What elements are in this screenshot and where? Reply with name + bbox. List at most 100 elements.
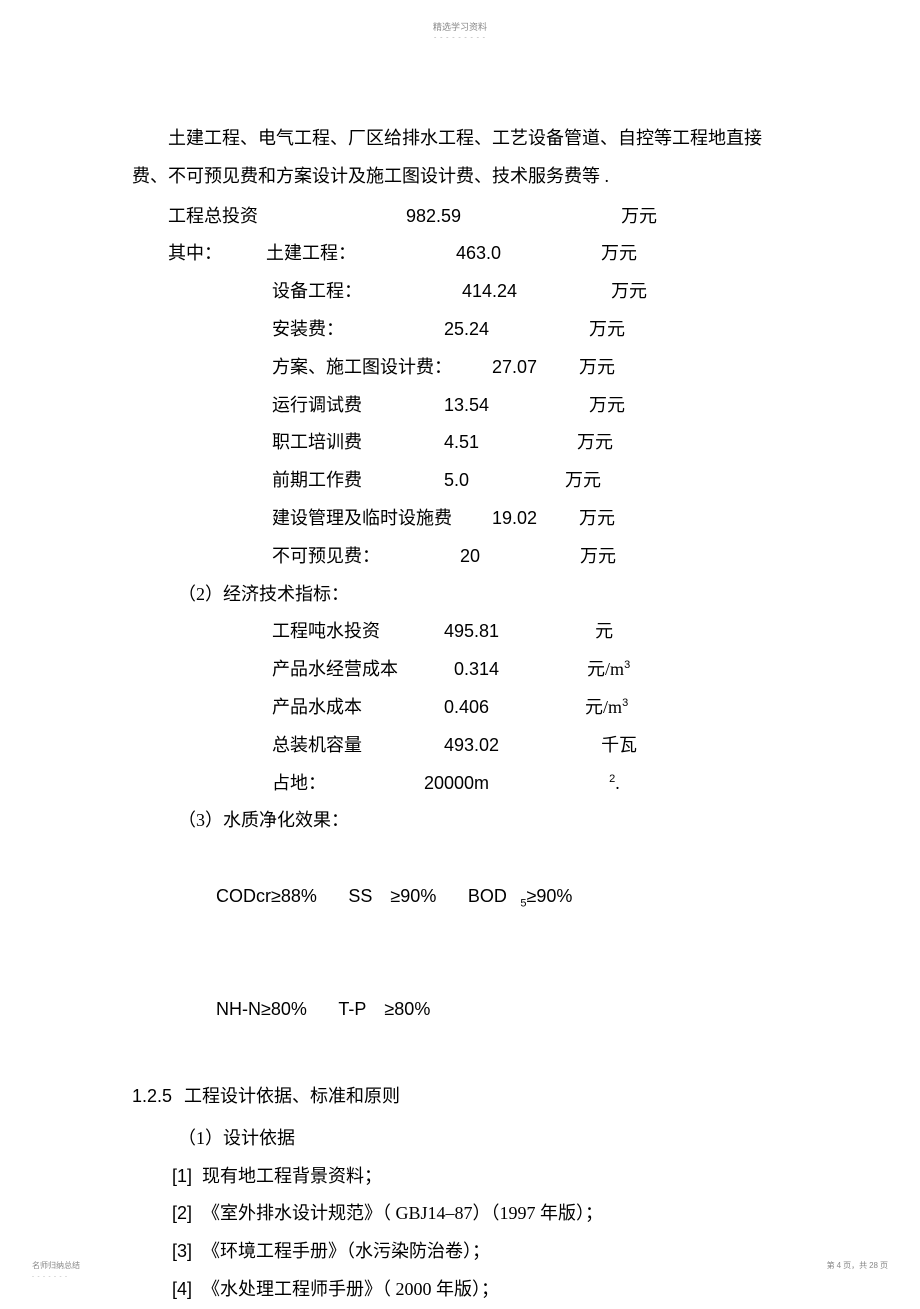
ref-text: 《水处理工程师手册》（ 2000 年版）； (202, 1279, 499, 1299)
item-label: 运行调试费 (272, 387, 362, 425)
reference-item: [3] 《环境工程手册》（水污染防治卷）； (132, 1233, 788, 1271)
cost-item-row: 前期工作费 5.0 万元 (132, 462, 788, 500)
item-label: 工程吨水投资 (272, 613, 380, 651)
item-unit: 2. (489, 765, 620, 803)
reference-item: [4] 《水处理工程师手册》（ 2000 年版）； (132, 1271, 788, 1309)
econ-item-row: 产品水成本 0.406 元/m3 (132, 689, 788, 727)
item-label: 产品水经营成本 (272, 651, 398, 689)
ref-number: [4] (172, 1279, 192, 1299)
item-value: 0.406 (362, 689, 489, 727)
item-unit: 万元 (479, 424, 613, 462)
metric-name: CODcr (216, 886, 271, 906)
cost-item-row: 方案、施工图设计费： 27.07 万元 (132, 349, 788, 387)
econ-item-row: 占地： 20000m 2. (132, 765, 788, 803)
item-unit: 万元 (489, 387, 625, 425)
econ-item-row: 工程吨水投资 495.81 元 (132, 613, 788, 651)
section-2-title: （2）经济技术指标： (132, 576, 788, 614)
footer-suffix: 页 (878, 1261, 888, 1270)
item-unit: 万元 (501, 235, 637, 273)
item-label: 产品水成本 (272, 689, 362, 727)
cost-item-row: 安装费： 25.24 万元 (132, 311, 788, 349)
item-value: 25.24 (344, 311, 489, 349)
footer-prefix: 第 (827, 1261, 837, 1270)
intro-paragraph: 土建工程、电气工程、厂区给排水工程、工艺设备管道、自控等工程地直接费、不可预见费… (132, 120, 788, 196)
footer-left: 名师归纳总结 (32, 1260, 80, 1271)
item-label: 总装机容量 (272, 727, 362, 765)
item-unit: 千瓦 (499, 727, 637, 765)
unit-text: 元/m (585, 697, 622, 717)
metric-name: BOD (468, 886, 507, 906)
item-unit: 万元 (517, 273, 647, 311)
item-unit: 万元 (489, 311, 625, 349)
item-label: 设备工程： (272, 273, 362, 311)
item-label: 不可预见费： (272, 538, 380, 576)
metric-value: ≥88% (271, 886, 317, 906)
footer-mid: 页，共 (841, 1261, 869, 1270)
qizhong-label: 其中： (168, 235, 222, 273)
ref-number: [1] (172, 1166, 192, 1186)
metric-name: T-P (338, 999, 366, 1019)
item-value: 13.54 (362, 387, 489, 425)
item-label: 占地： (272, 765, 326, 803)
item-label: 前期工作费 (272, 462, 362, 500)
item-value: 27.07 (452, 349, 537, 387)
quality-line-1: CODcr≥88% SS ≥90% BOD 5≥90% (132, 840, 788, 953)
metric-value: ≥80% (261, 999, 307, 1019)
footer-page-number: 第 4 页，共 28 页 (827, 1260, 888, 1271)
item-unit: 万元 (537, 349, 615, 387)
reference-item: [1] 现有地工程背景资料； (132, 1158, 788, 1196)
item-value: 19.02 (452, 500, 537, 538)
item-unit: 万元 (469, 462, 601, 500)
section-1-2-5: 1.2.5 工程设计依据、标准和原则 (132, 1073, 788, 1120)
metric-name: SS (348, 886, 372, 906)
item-value: 5.0 (362, 462, 469, 500)
item-value: 495.81 (380, 613, 499, 651)
item-label: 方案、施工图设计费： (272, 349, 452, 387)
item-value: 4.51 (362, 424, 479, 462)
total-investment-row: 工程总投资 982.59 万元 (132, 198, 788, 236)
econ-item-row: 总装机容量 493.02 千瓦 (132, 727, 788, 765)
item-unit: 元/m3 (499, 651, 630, 689)
unit-text: 元/m (587, 659, 624, 679)
item-unit: 元/m3 (489, 689, 628, 727)
item-value: 463.0 (356, 235, 501, 273)
ref-text: 《环境工程手册》（水污染防治卷）； (202, 1241, 490, 1261)
ref-text: 现有地工程背景资料； (202, 1166, 382, 1186)
item-value: 493.02 (362, 727, 499, 765)
total-value: 982.59 (258, 198, 461, 236)
metric-value: ≥90% (390, 886, 436, 906)
section-number: 1.2.5 (132, 1086, 172, 1106)
unit-text: . (615, 773, 620, 793)
ref-number: [3] (172, 1241, 192, 1261)
page-content: 土建工程、电气工程、厂区给排水工程、工艺设备管道、自控等工程地直接费、不可预见费… (132, 120, 788, 1309)
item-unit: 元 (499, 613, 613, 651)
item-value: 20 (380, 538, 480, 576)
econ-item-row: 产品水经营成本 0.314 元/m3 (132, 651, 788, 689)
header-watermark: 精选学习资料 (433, 20, 487, 33)
section-title: 工程设计依据、标准和原则 (184, 1086, 400, 1106)
reference-item: [2] 《室外排水设计规范》（ GBJ14–87）（1997 年版）； (132, 1195, 788, 1233)
unit-sup: 3 (624, 659, 630, 671)
item-label: 职工培训费 (272, 424, 362, 462)
total-unit: 万元 (461, 198, 657, 236)
footer-total: 28 (869, 1261, 878, 1270)
unit-sup: 3 (622, 697, 628, 709)
total-label: 工程总投资 (168, 198, 258, 236)
quality-line-2: NH-N≥80% T-P ≥80% (132, 954, 788, 1067)
metric-value: ≥90% (526, 886, 572, 906)
item-value: 0.314 (398, 651, 499, 689)
item-value: 414.24 (362, 273, 517, 311)
design-basis-title: （1）设计依据 (132, 1120, 788, 1158)
item-unit: 万元 (480, 538, 616, 576)
cost-item-row: 建设管理及临时设施费 19.02 万元 (132, 500, 788, 538)
metric-name: NH-N (216, 999, 261, 1019)
item-value: 20000m (326, 765, 489, 803)
item-label: 建设管理及临时设施费 (272, 500, 452, 538)
item-label: 安装费： (272, 311, 344, 349)
cost-item-row: 不可预见费： 20 万元 (132, 538, 788, 576)
section-3-title: （3）水质净化效果： (132, 802, 788, 840)
cost-item-row: 其中： 土建工程： 463.0 万元 (132, 235, 788, 273)
ref-text: 《室外排水设计规范》（ GBJ14–87）（1997 年版）； (202, 1203, 603, 1223)
item-label: 土建工程： (222, 235, 356, 273)
ref-number: [2] (172, 1203, 192, 1223)
